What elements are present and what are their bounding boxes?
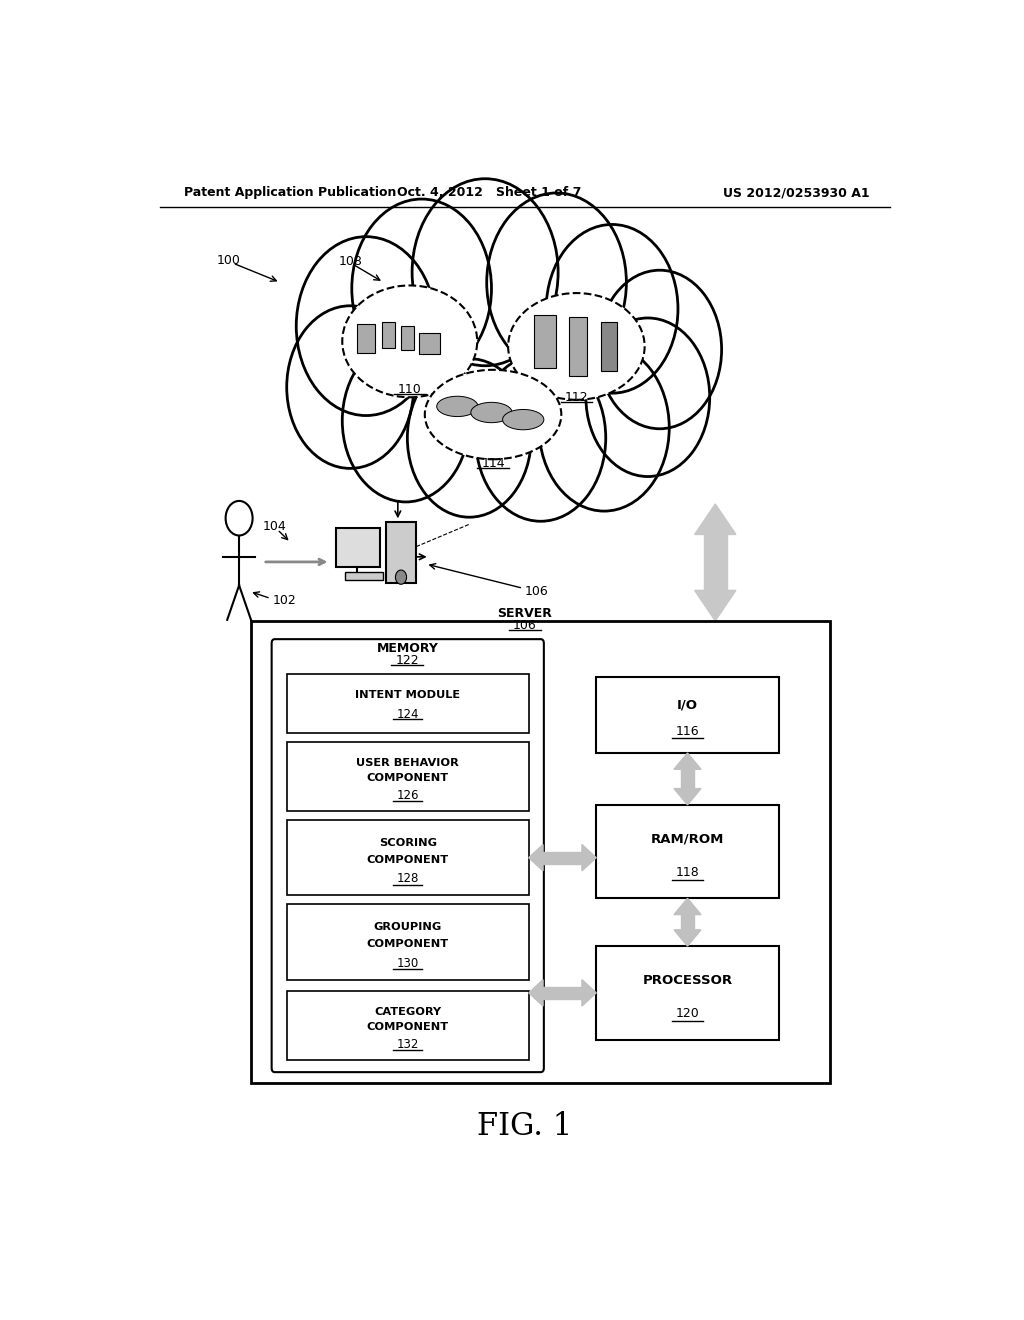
Text: USER BEHAVIOR: USER BEHAVIOR — [356, 758, 459, 767]
Text: 112: 112 — [564, 391, 588, 404]
Text: 132: 132 — [396, 1039, 419, 1051]
Text: SCORING: SCORING — [379, 838, 437, 847]
Circle shape — [546, 224, 678, 393]
Circle shape — [296, 236, 436, 416]
Bar — [534, 315, 556, 368]
Bar — [386, 523, 416, 583]
Bar — [681, 915, 693, 929]
Text: 106: 106 — [513, 619, 537, 632]
Bar — [543, 987, 582, 999]
Text: US 2012/0253930 A1: US 2012/0253930 A1 — [723, 186, 870, 199]
Circle shape — [395, 570, 407, 585]
Text: 128: 128 — [396, 873, 419, 886]
Bar — [601, 322, 616, 371]
Ellipse shape — [503, 409, 544, 430]
Circle shape — [342, 339, 469, 502]
Bar — [287, 820, 528, 895]
Circle shape — [408, 359, 531, 517]
Text: COMPONENT: COMPONENT — [367, 774, 449, 784]
Text: 126: 126 — [396, 789, 419, 803]
Ellipse shape — [436, 396, 478, 417]
Text: COMPONENT: COMPONENT — [367, 940, 449, 949]
Text: MEMORY: MEMORY — [377, 642, 438, 655]
FancyArrow shape — [582, 845, 596, 871]
Text: 130: 130 — [396, 957, 419, 970]
Text: Patent Application Publication: Patent Application Publication — [183, 186, 396, 199]
Ellipse shape — [350, 269, 659, 437]
Bar — [336, 528, 380, 568]
Bar — [345, 572, 383, 581]
Text: 108: 108 — [338, 255, 362, 268]
Bar — [382, 322, 394, 348]
Circle shape — [475, 355, 606, 521]
Text: 104: 104 — [263, 520, 287, 533]
Text: SERVER: SERVER — [498, 607, 552, 620]
Bar — [419, 333, 440, 354]
Text: Oct. 4, 2012   Sheet 1 of 7: Oct. 4, 2012 Sheet 1 of 7 — [397, 186, 582, 199]
FancyArrow shape — [674, 899, 701, 915]
Bar — [287, 904, 528, 979]
Text: I/O: I/O — [677, 698, 698, 711]
Text: PROCESSOR: PROCESSOR — [642, 974, 732, 987]
Ellipse shape — [342, 285, 477, 397]
Text: RAM/ROM: RAM/ROM — [651, 833, 724, 846]
Bar — [357, 325, 375, 352]
FancyArrow shape — [582, 979, 596, 1006]
Bar — [287, 742, 528, 810]
Text: COMPONENT: COMPONENT — [367, 1023, 449, 1032]
Circle shape — [287, 306, 414, 469]
Bar — [703, 535, 727, 590]
Circle shape — [412, 178, 558, 366]
Ellipse shape — [508, 293, 645, 400]
FancyArrow shape — [694, 504, 736, 535]
Text: 110: 110 — [398, 383, 422, 396]
Text: INTENT MODULE: INTENT MODULE — [355, 690, 461, 700]
Circle shape — [586, 318, 710, 477]
Circle shape — [352, 199, 492, 378]
Text: 114: 114 — [481, 457, 505, 470]
Text: GROUPING: GROUPING — [374, 921, 442, 932]
FancyArrow shape — [674, 788, 701, 805]
Circle shape — [486, 193, 627, 372]
Text: 116: 116 — [676, 725, 699, 738]
Ellipse shape — [471, 403, 512, 422]
Text: 124: 124 — [396, 709, 419, 722]
FancyArrow shape — [674, 752, 701, 770]
FancyArrow shape — [694, 590, 736, 620]
Circle shape — [598, 271, 722, 429]
Text: COMPONENT: COMPONENT — [367, 855, 449, 865]
Circle shape — [225, 500, 253, 536]
Text: 102: 102 — [272, 594, 296, 607]
Text: 106: 106 — [524, 585, 549, 598]
Bar — [543, 851, 582, 863]
Text: CATEGORY: CATEGORY — [374, 1007, 441, 1016]
Bar — [681, 770, 693, 788]
Bar — [596, 677, 778, 752]
FancyArrow shape — [674, 929, 701, 946]
Text: FIG. 1: FIG. 1 — [477, 1110, 572, 1142]
Text: 118: 118 — [676, 866, 699, 879]
Text: 122: 122 — [395, 653, 419, 667]
Bar — [251, 620, 830, 1084]
FancyArrow shape — [528, 979, 543, 1006]
Bar — [401, 326, 414, 351]
Bar — [287, 673, 528, 733]
Text: 100: 100 — [217, 253, 241, 267]
Ellipse shape — [425, 370, 561, 459]
Text: 120: 120 — [676, 1007, 699, 1020]
Bar — [287, 991, 528, 1060]
Bar — [596, 946, 778, 1040]
FancyArrow shape — [528, 845, 543, 871]
Bar — [596, 805, 778, 899]
FancyBboxPatch shape — [271, 639, 544, 1072]
Bar — [569, 317, 587, 376]
Circle shape — [539, 345, 670, 511]
